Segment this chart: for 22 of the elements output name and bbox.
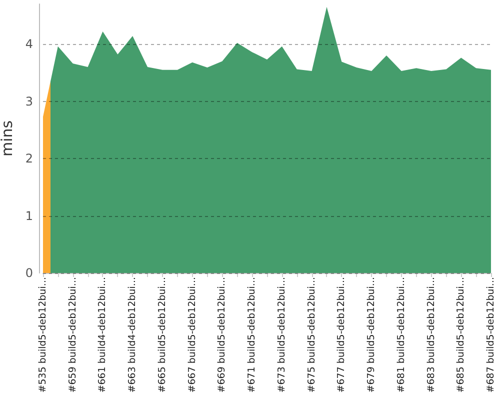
x-tick-label: #675 build5-deb12bui...	[306, 277, 318, 393]
x-tick-label: #535 build5-deb12bui...	[38, 277, 48, 393]
x-tick-label: #677 build5-deb12bui...	[336, 277, 348, 393]
y-tick-label: 0	[25, 266, 33, 280]
x-tick-label: #673 build5-deb12bui...	[276, 277, 288, 393]
y-tick-label: 2	[25, 152, 33, 166]
y-tick-label: 4	[25, 37, 33, 52]
x-tick-label: #659 build5-deb12bui...	[67, 277, 78, 393]
x-tick-label: #683 build5-deb12bui...	[426, 277, 437, 393]
y-axis-title: mins	[0, 120, 16, 157]
x-tick-label: #663 build4-deb12bui...	[127, 277, 138, 393]
x-tick-label: #687 build5-deb12bui...	[486, 277, 496, 393]
x-tick-label: #685 build5-deb12bui...	[456, 277, 467, 393]
x-tick-label: #681 build5-deb12bui...	[396, 277, 407, 393]
x-tick-label: #661 build4-deb12bui...	[97, 277, 108, 393]
x-tick-label: #667 build5-deb12bui...	[186, 277, 198, 393]
y-tick-label: 3	[25, 94, 33, 108]
y-tick-label: 1	[25, 208, 33, 223]
x-tick-label: #679 build5-deb12bui...	[366, 277, 378, 393]
x-tick-label: #669 build5-deb12bui...	[216, 277, 228, 393]
x-tick-label: #665 build5-deb12bui...	[156, 277, 168, 393]
x-tick-label: #671 build5-deb12bui...	[246, 277, 258, 393]
